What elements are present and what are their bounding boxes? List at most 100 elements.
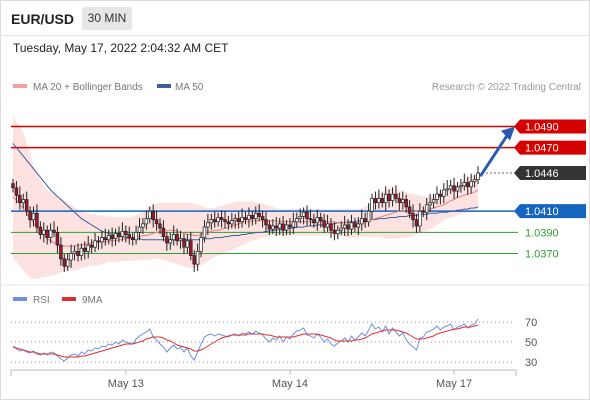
candle-body (339, 227, 343, 231)
rsi-line (12, 318, 479, 362)
candle-body (151, 210, 155, 221)
candle-body (363, 218, 367, 223)
candle (141, 218, 145, 234)
candle (349, 214, 354, 235)
candle (346, 219, 350, 237)
candle-body (435, 193, 439, 200)
rsi-ma-legend-swatch (62, 297, 76, 301)
candle-body (277, 223, 282, 229)
candle (472, 174, 477, 188)
candle (363, 212, 367, 228)
candle-body (134, 232, 138, 241)
candle (411, 204, 415, 228)
candle (295, 212, 299, 228)
candle (312, 213, 316, 228)
candle (445, 179, 449, 196)
copyright-label: Research © 2022 Trading Central (432, 82, 581, 93)
candle-body (233, 218, 237, 222)
candle-body (274, 225, 279, 229)
candle (462, 173, 467, 191)
candle (69, 244, 73, 268)
ma20-legend-swatch (13, 84, 27, 88)
candle-body (288, 224, 292, 228)
candle (301, 207, 306, 225)
candle-body (106, 235, 111, 241)
candle (332, 222, 337, 241)
candle (137, 218, 142, 241)
candle-body (267, 224, 272, 230)
rsi-legend-swatch (13, 297, 27, 301)
candle-body (171, 234, 176, 241)
candle (407, 200, 412, 219)
candle-body (390, 193, 395, 201)
candle (448, 179, 453, 194)
candle-body (48, 229, 53, 238)
candle-body (83, 247, 87, 252)
candle (28, 206, 32, 228)
candle-body (148, 210, 152, 219)
candle (291, 212, 296, 234)
candle-body (455, 186, 460, 192)
candle (254, 206, 258, 225)
candle (148, 206, 152, 224)
candle (62, 254, 67, 273)
candle (151, 204, 155, 228)
candle (18, 186, 22, 210)
candle-body (336, 229, 340, 234)
candle-body (414, 219, 419, 227)
candle (79, 243, 84, 261)
candle (31, 206, 36, 227)
candle-body (312, 219, 316, 224)
candle (124, 225, 128, 243)
candle-body (428, 202, 432, 206)
candle (442, 183, 446, 204)
candle-body (165, 236, 169, 244)
candle (189, 231, 193, 261)
candle (233, 213, 237, 229)
candle-body (195, 251, 200, 265)
candle-body (380, 198, 385, 204)
candle-body (124, 230, 128, 235)
candle (178, 230, 183, 249)
candle (397, 192, 402, 211)
candle-body (318, 217, 323, 222)
level-tag-1.0446 (514, 166, 586, 181)
forecast-arrow-head (501, 126, 515, 141)
level-label-1.0390: 1.0390 (525, 227, 559, 239)
candle-body (59, 244, 63, 260)
candle (401, 191, 405, 210)
candle (86, 236, 90, 259)
candle-body (202, 226, 207, 239)
candle-body (120, 230, 125, 237)
candle-body (72, 251, 77, 254)
candle (120, 222, 125, 242)
candle (83, 241, 87, 260)
candle (35, 204, 39, 233)
candle-body (243, 217, 248, 220)
candle-body (448, 185, 453, 190)
candle-body (216, 217, 220, 223)
candle (325, 214, 330, 232)
candle-body (247, 215, 251, 220)
rsi-ref-label-30: 30 (525, 357, 537, 369)
candle (394, 185, 398, 204)
candle-body (141, 223, 145, 228)
candle-body (175, 234, 179, 242)
candle (373, 191, 378, 210)
candle-body (332, 229, 337, 234)
candle-body (346, 224, 350, 230)
candle (21, 193, 26, 209)
level-label-1.0470: 1.0470 (525, 143, 559, 155)
candle-body (260, 216, 265, 221)
candle-body (421, 210, 426, 213)
candle (11, 178, 15, 193)
rsi-legend-label: RSI (33, 295, 50, 306)
candle (377, 189, 381, 209)
interval-button[interactable]: 30 MIN (82, 7, 132, 30)
candle (192, 249, 196, 273)
candle (106, 229, 111, 245)
candle-body (360, 218, 364, 225)
candle-body (110, 235, 114, 240)
candle-body (178, 238, 183, 242)
candle-body (298, 216, 302, 219)
